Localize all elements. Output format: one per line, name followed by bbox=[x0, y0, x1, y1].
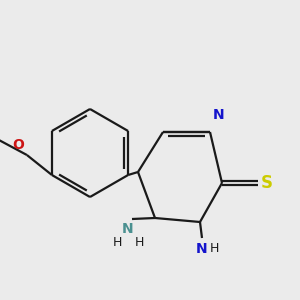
Text: H: H bbox=[134, 236, 144, 249]
Text: N: N bbox=[213, 108, 225, 122]
Text: N: N bbox=[196, 242, 208, 256]
Text: H: H bbox=[112, 236, 122, 249]
Text: S: S bbox=[261, 174, 273, 192]
Text: O: O bbox=[12, 138, 24, 152]
Text: H: H bbox=[209, 242, 219, 255]
Text: N: N bbox=[122, 222, 134, 236]
